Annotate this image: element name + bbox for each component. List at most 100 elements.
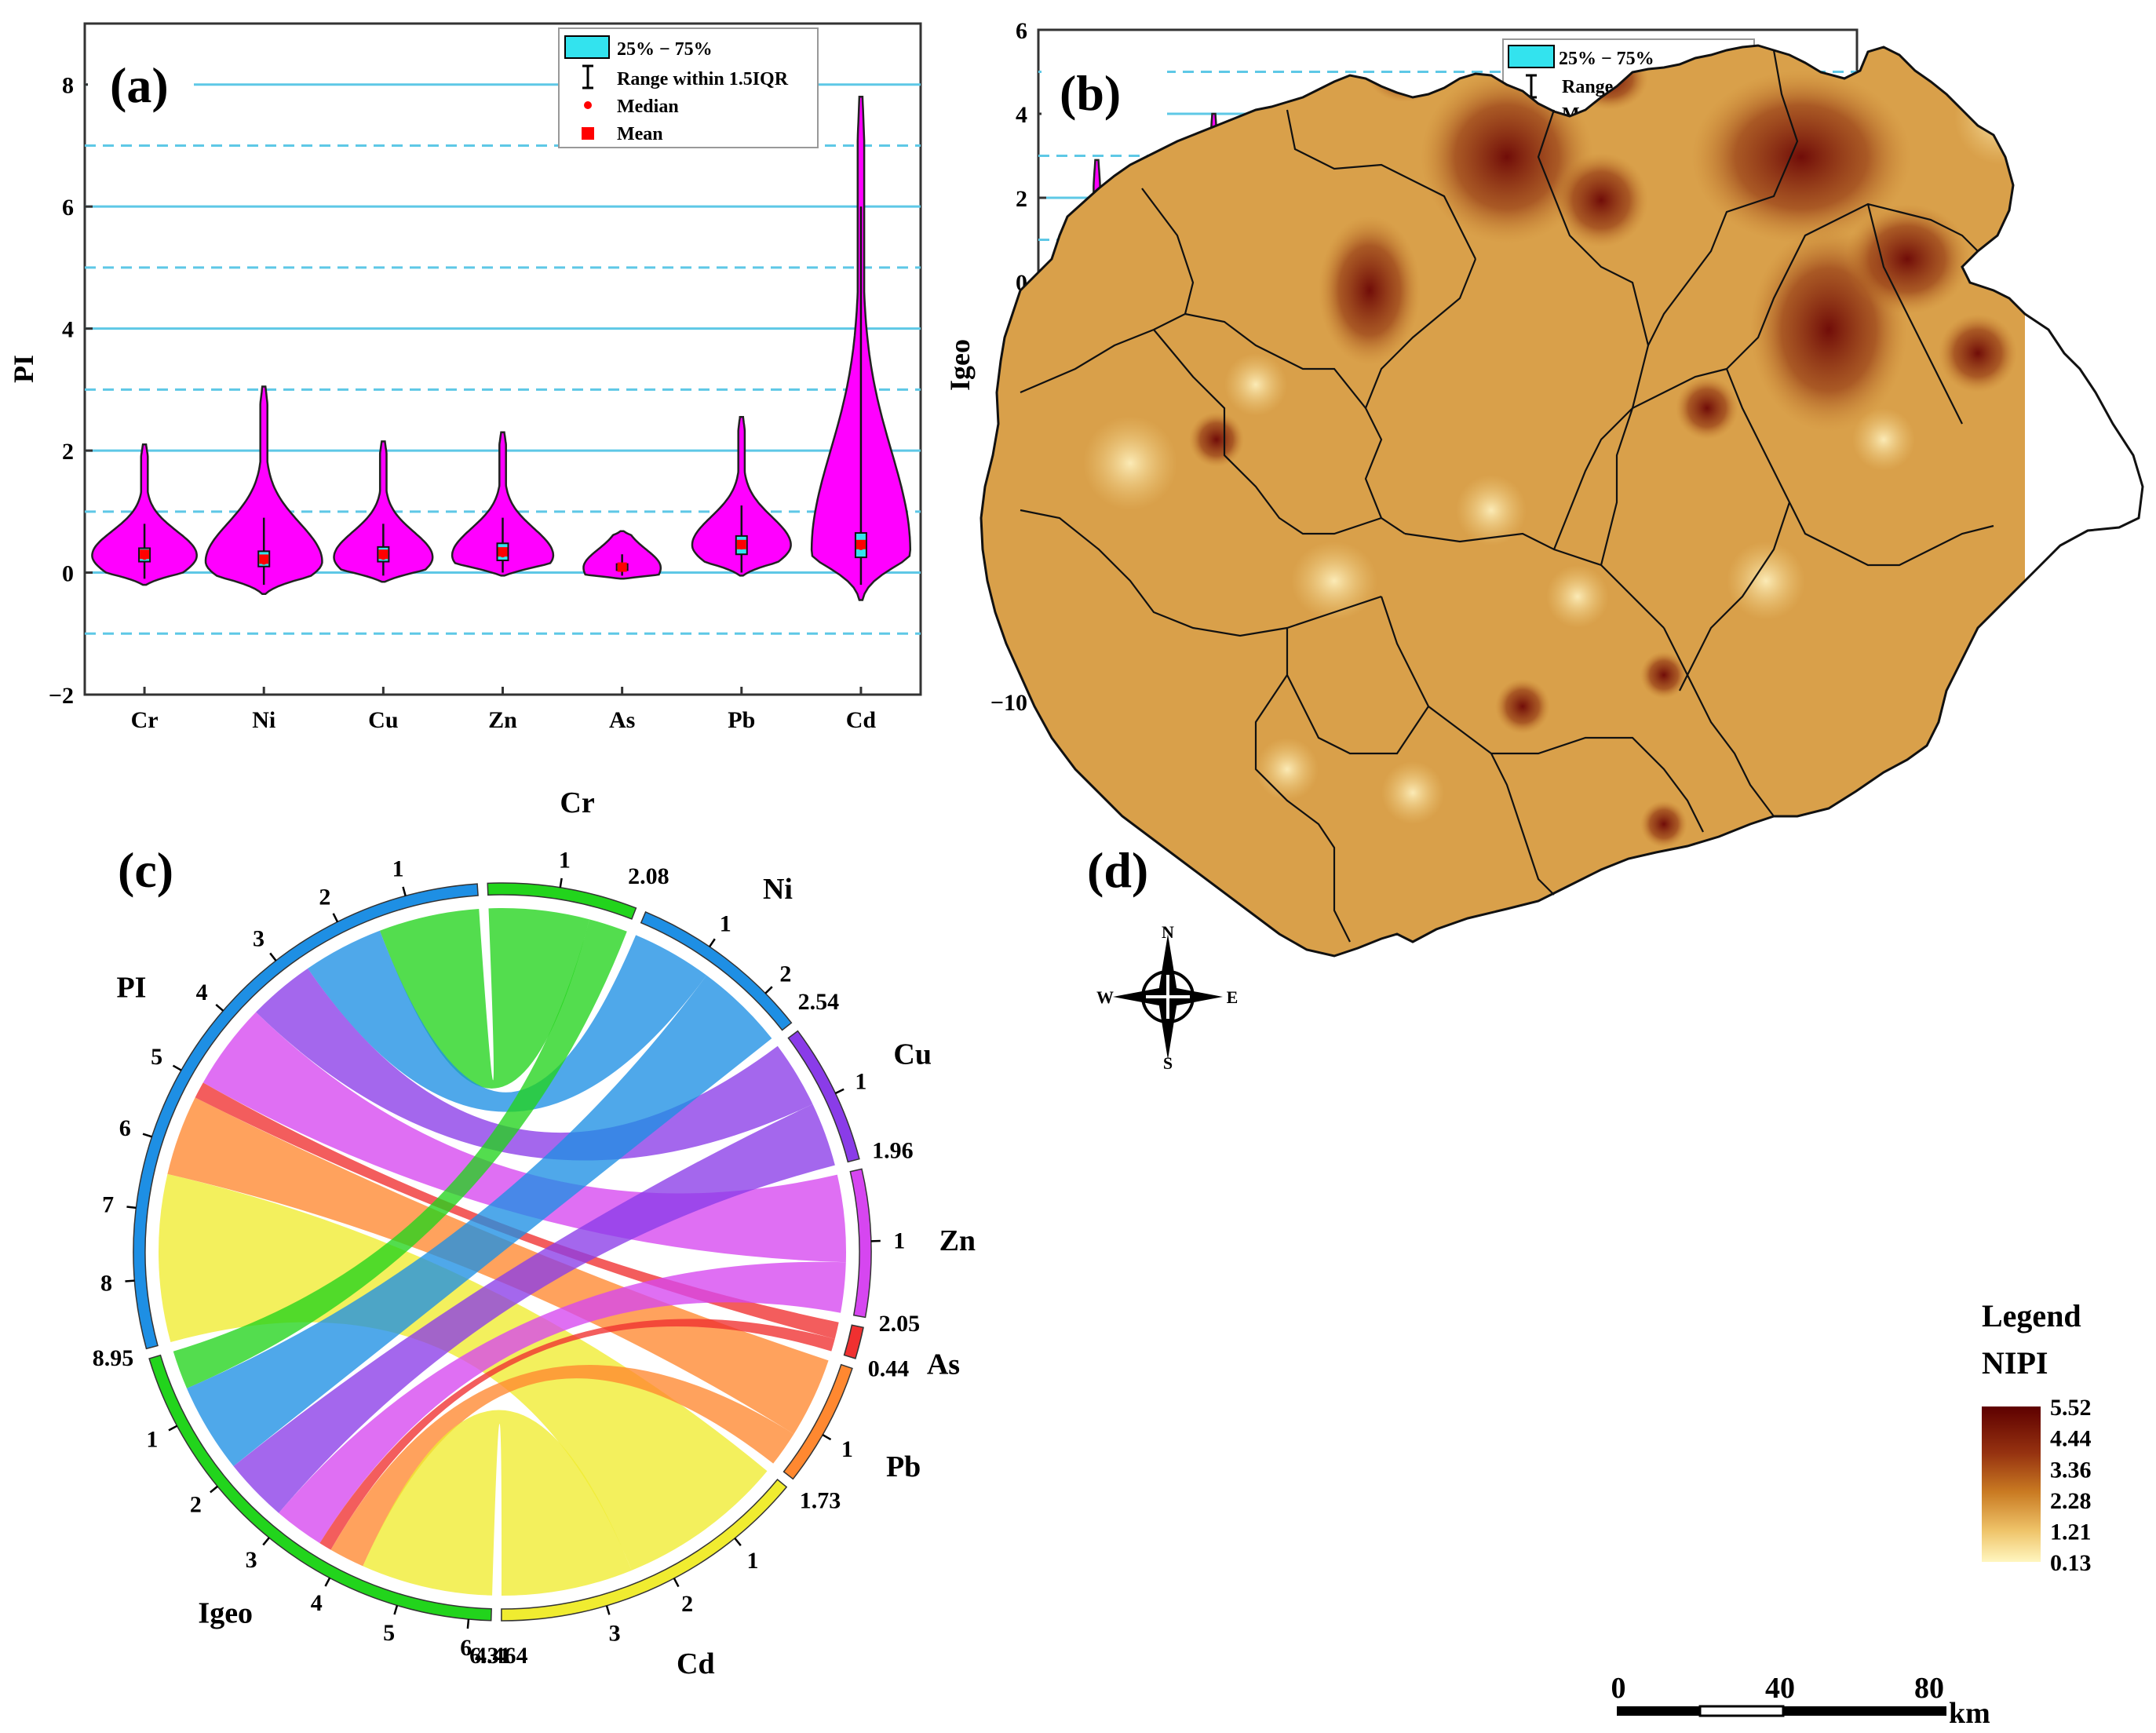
map-cool-spot bbox=[1083, 416, 1177, 510]
chord-ribbon-PI-As bbox=[195, 1082, 839, 1339]
legend-b-iqr-label: 25% − 75% bbox=[1559, 49, 1654, 69]
chord-tick-mark bbox=[126, 1206, 137, 1209]
nipi-colorbar-ticks: 5.52 4.44 3.36 2.28 1.21 0.13 bbox=[2050, 1395, 2092, 1576]
y-tick-label: 2 bbox=[1016, 186, 1027, 212]
chord-group-label-As: As bbox=[927, 1348, 960, 1381]
chord-arc-Cd bbox=[501, 1478, 788, 1622]
nipi-tick-label: 1.21 bbox=[2050, 1519, 2092, 1545]
chord-tick-label: 6 bbox=[460, 1635, 472, 1661]
scalebar-segment-3 bbox=[1783, 1706, 1946, 1716]
scalebar-segment-1 bbox=[1617, 1706, 1700, 1716]
chord-ribbon-PI-Ni bbox=[308, 930, 707, 1112]
county-border bbox=[1184, 312, 1366, 409]
panel-a-ylabel: PI bbox=[8, 355, 39, 383]
map-hotspot bbox=[1421, 71, 1593, 243]
chord-arc-Zn bbox=[849, 1168, 872, 1319]
chord-tick-label: 1 bbox=[720, 910, 731, 936]
mean-As bbox=[617, 562, 627, 572]
chord-tick-label: 1 bbox=[855, 1068, 866, 1094]
mean-Cu bbox=[378, 549, 389, 560]
map-hotspot bbox=[1554, 153, 1648, 247]
panel-b-label-bg bbox=[1042, 33, 1167, 115]
legend-a-mean-label: Mean bbox=[617, 124, 663, 144]
chord-total-Igeo: 6.31 bbox=[469, 1643, 511, 1669]
county-border bbox=[1679, 502, 1791, 691]
compass-n-label: N bbox=[1162, 922, 1174, 942]
county-border bbox=[1020, 188, 1195, 394]
map-heat-layer bbox=[981, 46, 2048, 956]
scalebar-tick-80: 80 bbox=[1914, 1672, 1944, 1705]
map-cool-spot bbox=[1381, 761, 1444, 824]
panel-a-label: (a) bbox=[110, 57, 169, 113]
map-cool-spot bbox=[1546, 565, 1609, 628]
chord-ribbon-Igeo-Ni bbox=[186, 975, 772, 1467]
chord-total-Cd: 4.464 bbox=[475, 1643, 528, 1669]
legend-a-range-icon bbox=[582, 64, 593, 89]
chord-tick-label: 4 bbox=[311, 1590, 323, 1616]
x-tick-label-As: As bbox=[609, 707, 635, 733]
panel-a: 8 6 4 2 0 −2 Cr Ni Cu Zn As Pb Cd PI (a) 25% − 75% … bbox=[8, 22, 922, 733]
chord-tick-label: 1 bbox=[893, 1228, 905, 1253]
map-cool-spot bbox=[1852, 408, 1915, 471]
chord-tick-mark bbox=[332, 913, 339, 923]
chord-ribbon-PI-Pb bbox=[167, 1097, 829, 1435]
violin-Ni bbox=[204, 385, 323, 596]
chord-ribbon-Igeo-Cr bbox=[173, 919, 627, 1388]
chord-ribbon-PI-Cr bbox=[379, 908, 590, 1089]
chord-ribbon-Igeo-Zn bbox=[279, 1261, 846, 1544]
mean-Zn bbox=[498, 547, 508, 557]
violin-Cr bbox=[91, 443, 198, 586]
chord-arc-Cr bbox=[487, 882, 637, 920]
nipi-tick-label: 4.44 bbox=[2050, 1426, 2092, 1452]
chord-arc-Igeo bbox=[148, 1354, 492, 1622]
chord-tick-mark bbox=[822, 1434, 832, 1441]
panel-b-label: (b) bbox=[1060, 65, 1121, 121]
county-border bbox=[1726, 202, 1979, 370]
chord-tick-mark bbox=[142, 1133, 152, 1138]
map-cool-spot bbox=[1456, 475, 1527, 545]
nipi-tick-label: 2.28 bbox=[2050, 1488, 2092, 1514]
mean-Ni bbox=[259, 554, 269, 564]
compass: N S W E bbox=[1096, 922, 1238, 1073]
nipi-legend-title: Legend bbox=[1982, 1298, 2081, 1333]
map-hotspot bbox=[1939, 314, 2017, 392]
y-tick-label: 6 bbox=[1016, 18, 1027, 44]
mean-Pb bbox=[736, 539, 746, 549]
chord-tick-label: 4 bbox=[196, 980, 208, 1005]
x-tick-label-Ni: Ni bbox=[252, 707, 275, 733]
scalebar-tick-0: 0 bbox=[1611, 1672, 1626, 1705]
county-border bbox=[1491, 736, 1704, 833]
y-tick-label: 2 bbox=[62, 439, 74, 465]
chord-group-label-Ni: Ni bbox=[763, 873, 793, 906]
scalebar: 0 40 80 km bbox=[1611, 1672, 1990, 1730]
chord-total-Cu: 1.96 bbox=[872, 1138, 914, 1164]
y-tick-label: 4 bbox=[1016, 102, 1027, 128]
county-border bbox=[1866, 203, 1963, 425]
county-border bbox=[1380, 596, 1555, 896]
chord-tick-mark bbox=[215, 1003, 224, 1012]
chord-tick-mark bbox=[834, 1088, 845, 1095]
chord-total-As: 0.44 bbox=[868, 1356, 910, 1382]
panel-a-legend: 25% − 75% Range within 1.5IQR Median Mea… bbox=[558, 27, 819, 148]
chord-tick-label: 8 bbox=[100, 1270, 112, 1296]
map-hotspot bbox=[1319, 216, 1421, 365]
scalebar-tick-40: 40 bbox=[1765, 1672, 1795, 1705]
map-cool-spot bbox=[1291, 542, 1377, 620]
chord-total-Ni: 2.54 bbox=[798, 989, 840, 1015]
chord-ribbon-PI-Cd bbox=[158, 1173, 768, 1571]
chord-ribbon-Igeo-Cd bbox=[363, 1410, 632, 1596]
chord-total-Cr: 2.08 bbox=[628, 863, 669, 889]
chord-tick-mark bbox=[393, 1605, 399, 1615]
panel-d-label: (d) bbox=[1087, 842, 1148, 898]
scalebar-unit: km bbox=[1949, 1697, 1990, 1730]
y-tick-label: 4 bbox=[62, 317, 74, 343]
chord-tick-mark bbox=[125, 1279, 135, 1282]
chord-ticks: 1 2 3 4 5 6 7 8 8.95 6 5 4 3 2 1 6.31 1 2.08 1 2 2.54 1 1.96 1 2… bbox=[93, 847, 920, 1669]
chord-tick-mark bbox=[466, 1618, 470, 1629]
map-hotspot bbox=[1676, 377, 1738, 440]
legend-a-iqr-label: 25% − 75% bbox=[617, 39, 713, 60]
chord-arc-PI bbox=[133, 883, 479, 1350]
county-border bbox=[1254, 674, 1351, 943]
chord-ribbons bbox=[158, 908, 846, 1596]
panel-a-label-bg bbox=[88, 27, 194, 105]
